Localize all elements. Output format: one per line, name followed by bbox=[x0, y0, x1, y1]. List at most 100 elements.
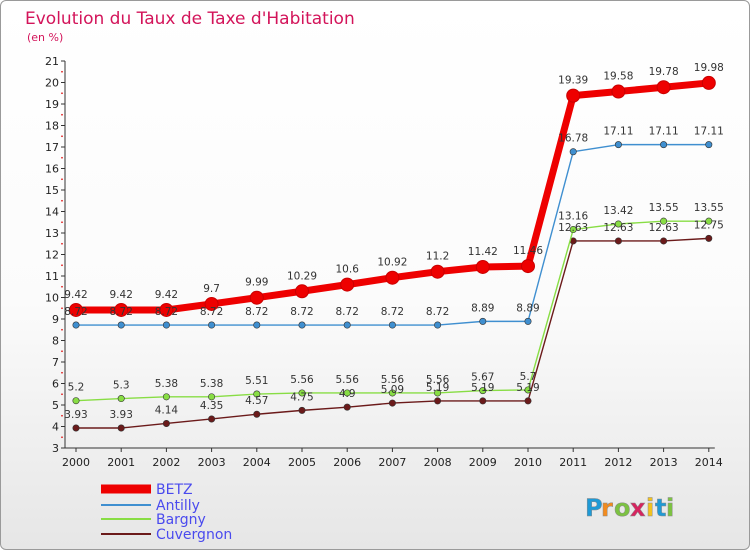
x-tick-label: 2004 bbox=[243, 456, 271, 469]
point-cuvergnon bbox=[479, 397, 487, 405]
data-label-bargny: 5.38 bbox=[155, 378, 178, 390]
y-tick-label: 3 bbox=[52, 442, 59, 455]
data-label-betz: 19.78 bbox=[649, 66, 679, 78]
logo-letter: t bbox=[655, 494, 666, 522]
data-label-cuvergnon: 5.19 bbox=[426, 382, 449, 394]
data-label-betz: 9.42 bbox=[64, 289, 87, 301]
data-label-antilly: 16.78 bbox=[558, 133, 588, 145]
y-minor-tick bbox=[61, 221, 63, 224]
data-label-antilly: 8.72 bbox=[64, 306, 87, 318]
y-tick-label: 15 bbox=[45, 184, 59, 197]
data-label-bargny: 5.3 bbox=[113, 380, 130, 392]
y-minor-tick bbox=[61, 328, 63, 331]
data-label-cuvergnon: 4.75 bbox=[290, 391, 313, 403]
point-betz bbox=[566, 88, 581, 103]
point-bargny bbox=[660, 217, 668, 225]
point-antilly bbox=[434, 321, 442, 329]
y-tick-label: 14 bbox=[45, 206, 59, 219]
point-antilly bbox=[705, 141, 713, 149]
y-tick-label: 5 bbox=[52, 399, 59, 412]
data-label-betz: 10.29 bbox=[287, 270, 317, 282]
data-label-antilly: 8.72 bbox=[290, 306, 313, 318]
point-antilly bbox=[162, 321, 170, 329]
y-tick-label: 7 bbox=[52, 356, 59, 369]
y-minor-tick bbox=[61, 92, 63, 95]
point-cuvergnon bbox=[388, 399, 396, 407]
data-label-cuvergnon: 4.14 bbox=[155, 404, 179, 416]
data-label-cuvergnon: 5.19 bbox=[471, 382, 494, 394]
data-label-antilly: 8.72 bbox=[110, 306, 133, 318]
y-tick-label: 16 bbox=[45, 163, 59, 176]
chart-title: Evolution du Taux de Taxe d'Habitation bbox=[25, 9, 355, 29]
point-bargny bbox=[434, 389, 442, 397]
y-minor-tick bbox=[61, 199, 63, 202]
point-betz bbox=[69, 302, 83, 317]
data-label-bargny: 5.67 bbox=[471, 372, 494, 384]
legend-label-cuvergnon: Cuvergnon bbox=[156, 527, 232, 543]
y-tick-label: 10 bbox=[45, 292, 59, 305]
chart-subtitle: (en %) bbox=[27, 31, 63, 44]
x-tick-label: 2014 bbox=[695, 456, 723, 469]
data-label-betz: 9.99 bbox=[245, 277, 268, 289]
series-layer bbox=[69, 75, 716, 432]
y-tick-label: 19 bbox=[45, 98, 59, 111]
data-label-betz: 10.6 bbox=[336, 264, 360, 276]
y-minor-tick bbox=[61, 393, 63, 396]
y-tick-label: 6 bbox=[52, 378, 59, 391]
data-label-bargny: 5.51 bbox=[245, 375, 268, 387]
logo-letter: i bbox=[666, 494, 674, 522]
data-label-cuvergnon: 5.19 bbox=[516, 382, 539, 394]
point-bargny bbox=[253, 390, 261, 398]
data-label-cuvergnon: 3.93 bbox=[110, 409, 133, 421]
y-minor-tick bbox=[61, 242, 63, 245]
point-betz bbox=[701, 75, 716, 90]
data-label-cuvergnon: 3.93 bbox=[64, 409, 87, 421]
point-cuvergnon bbox=[660, 237, 668, 245]
y-minor-tick bbox=[61, 371, 63, 374]
point-cuvergnon bbox=[117, 424, 125, 432]
data-label-cuvergnon: 4.9 bbox=[339, 388, 356, 400]
y-minor-tick bbox=[61, 135, 63, 138]
data-label-bargny: 5.2 bbox=[68, 382, 85, 394]
data-labels: 9.42 9.42 9.42 9.7 9.99 10.29 10.6 10.92 11.2 11.… bbox=[64, 62, 724, 421]
point-antilly bbox=[524, 317, 532, 325]
data-label-antilly: 8.72 bbox=[155, 306, 178, 318]
point-cuvergnon bbox=[253, 410, 261, 418]
y-tick-label: 21 bbox=[45, 55, 59, 68]
y-tick-label: 11 bbox=[45, 270, 59, 283]
logo-letter: o bbox=[614, 494, 631, 522]
logo-letter: r bbox=[601, 494, 613, 522]
data-label-bargny: 5.56 bbox=[290, 374, 314, 386]
y-tick-label: 20 bbox=[45, 77, 59, 90]
y-tick-label: 13 bbox=[45, 227, 59, 240]
point-betz bbox=[430, 264, 445, 279]
y-minor-tick bbox=[61, 113, 63, 116]
data-label-antilly: 8.89 bbox=[471, 302, 494, 314]
data-label-antilly: 8.72 bbox=[426, 306, 449, 318]
x-tick-label: 2005 bbox=[288, 456, 316, 469]
x-tick-label: 2006 bbox=[333, 456, 361, 469]
data-label-betz: 11.46 bbox=[513, 245, 543, 257]
data-label-cuvergnon: 4.35 bbox=[200, 400, 223, 412]
point-betz bbox=[295, 284, 309, 299]
data-label-antilly: 17.11 bbox=[603, 126, 633, 138]
logo-letter: x bbox=[630, 494, 646, 522]
point-betz bbox=[159, 302, 174, 317]
point-bargny bbox=[117, 395, 125, 403]
data-label-cuvergnon: 12.63 bbox=[649, 222, 679, 234]
data-label-betz: 9.42 bbox=[155, 289, 178, 301]
x-tick-label: 2007 bbox=[378, 456, 406, 469]
proxiti-logo: Pr o x i t i bbox=[585, 494, 675, 523]
data-label-cuvergnon: 12.63 bbox=[603, 222, 633, 234]
data-label-antilly: 8.72 bbox=[336, 306, 359, 318]
legend-label-bargny: Bargny bbox=[156, 512, 206, 528]
x-tick-label: 2008 bbox=[424, 456, 452, 469]
y-tick-label: 4 bbox=[52, 421, 59, 434]
data-label-cuvergnon: 12.75 bbox=[694, 219, 724, 231]
x-tick-label: 2013 bbox=[650, 456, 678, 469]
data-label-antilly: 8.89 bbox=[516, 302, 539, 314]
data-label-betz: 19.58 bbox=[603, 71, 633, 83]
